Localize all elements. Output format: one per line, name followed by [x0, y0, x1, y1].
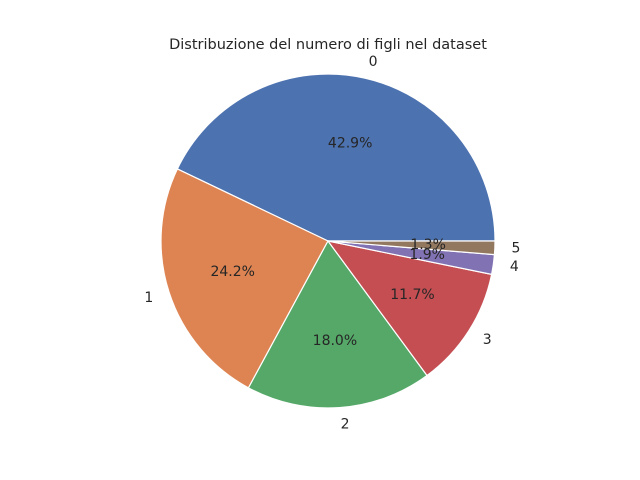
chart-title: Distribuzione del numero di figli nel da…: [169, 37, 487, 53]
percent-label-0: 42.9%: [328, 135, 372, 151]
pie-labels: 0 42.9% 1 24.2% 2 18.0% 3 11.7% 4 1.9% 5 1.3%: [144, 54, 520, 432]
percent-label-3: 11.7%: [390, 287, 434, 303]
percent-label-1: 24.2%: [210, 264, 254, 280]
category-label-5: 5: [512, 241, 521, 257]
percent-label-4: 1.9%: [409, 247, 445, 263]
category-label-3: 3: [483, 332, 492, 348]
pie-slice-5: [327, 240, 496, 256]
pie-slice-0: [176, 73, 496, 242]
percent-label-5: 1.3%: [410, 237, 446, 253]
pie-slice-3: [327, 240, 493, 377]
pie-slice-1: [160, 168, 329, 389]
category-label-2: 2: [341, 416, 350, 432]
pie-slices: [160, 73, 496, 409]
category-label-0: 0: [369, 54, 378, 70]
percent-label-2: 18.0%: [313, 333, 357, 349]
category-label-1: 1: [144, 290, 153, 306]
category-label-4: 4: [510, 259, 519, 275]
pie-slice-2: [247, 240, 428, 409]
